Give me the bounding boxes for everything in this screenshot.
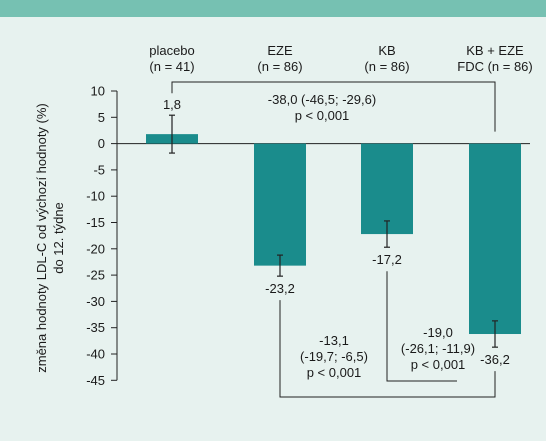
- header-bar: [0, 0, 546, 17]
- y-tick-label: 10: [91, 84, 105, 99]
- value-label: -17,2: [372, 252, 402, 267]
- category-sublabel: (n = 86): [257, 59, 302, 74]
- error-bars: [169, 114, 498, 348]
- y-axis-title-line2: do 12. týdne: [51, 202, 66, 274]
- y-tick-label: 0: [98, 136, 105, 151]
- category-sublabel: FDC (n = 86): [457, 59, 533, 74]
- comparison-label: -38,0 (-46,5; -29,6): [268, 92, 376, 107]
- y-axis-title-line1: změna hodnoty LDL-C od výchozí hodnoty (…: [34, 103, 49, 373]
- bracket-kb-vs-combo: [386, 271, 457, 382]
- comparison-ci: (-26,1; -11,9): [401, 341, 475, 356]
- value-label: -36,2: [480, 352, 510, 367]
- category-label: KB: [378, 43, 395, 58]
- bar: [469, 143, 521, 335]
- y-tick-label: -35: [86, 320, 105, 335]
- value-label: -23,2: [265, 281, 295, 296]
- comparison-label: -13,1: [319, 333, 349, 348]
- y-tick-label: -10: [86, 189, 105, 204]
- y-tick-label: -25: [86, 268, 105, 283]
- value-labels: 1,8 -23,2 -17,2 -36,2: [163, 97, 510, 367]
- y-axis-title: změna hodnoty LDL-C od výchozí hodnoty (…: [34, 103, 66, 373]
- category-label: EZE: [267, 43, 293, 58]
- comparison-pvalue: p < 0,001: [411, 357, 466, 372]
- y-tick-label: -40: [86, 347, 105, 362]
- bracket-placebo-vs-combo: [171, 81, 496, 132]
- comparison-ci: (-19,7; -6,5): [300, 349, 368, 364]
- comparison-pvalue: p < 0,001: [295, 108, 350, 123]
- category-sublabel: (n = 41): [149, 59, 194, 74]
- y-tick-label: -5: [93, 162, 105, 177]
- bar: [361, 143, 413, 235]
- y-tick-label: -20: [86, 241, 105, 256]
- y-tick-label: -15: [86, 215, 105, 230]
- bracket-eze-vs-combo: [279, 300, 496, 398]
- category-labels: placebo(n = 41)EZE(n = 86)KB(n = 86)KB +…: [149, 43, 533, 74]
- category-label: placebo: [149, 43, 195, 58]
- bar: [254, 143, 306, 266]
- category-sublabel: (n = 86): [364, 59, 409, 74]
- y-axis: 10 5 0 -5 -10 -15 -20 -25 -30 -35 -40 -45: [86, 84, 530, 388]
- value-label: 1,8: [163, 97, 181, 112]
- bars: [146, 134, 521, 335]
- comparison-brackets: -38,0 (-46,5; -29,6)p < 0,001-13,1(-19,7…: [171, 81, 496, 398]
- category-label: KB + EZE: [466, 43, 524, 58]
- comparison-pvalue: p < 0,001: [307, 365, 362, 380]
- y-tick-label: 5: [98, 110, 105, 125]
- y-tick-label: -45: [86, 373, 105, 388]
- comparison-label: -19,0: [423, 325, 453, 340]
- y-tick-label: -30: [86, 294, 105, 309]
